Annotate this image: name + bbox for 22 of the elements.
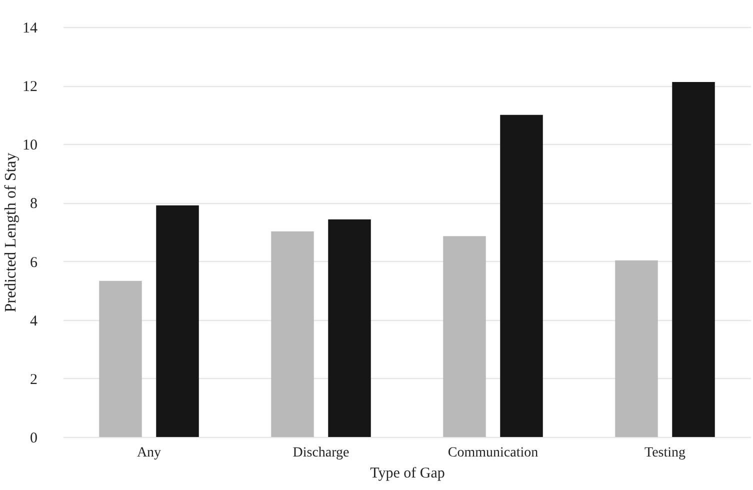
bar <box>672 82 715 437</box>
y-tick-label: 14 <box>22 20 38 36</box>
x-tick-label: Any <box>136 446 162 460</box>
x-tick-label: Discharge <box>292 446 350 460</box>
y-tick-label: 10 <box>22 138 38 154</box>
bar <box>271 231 314 437</box>
bar <box>615 260 658 437</box>
y-tick-label: 2 <box>30 372 38 388</box>
bar <box>156 205 199 437</box>
y-tick-label: 8 <box>30 196 38 212</box>
y-tick-label: 6 <box>30 254 38 271</box>
y-axis-title: Predicted Length of Stay <box>2 152 20 312</box>
x-axis-title: Type of Gap <box>370 466 445 482</box>
x-tick-label: Communication <box>448 446 538 460</box>
y-tick-label: 4 <box>30 313 38 330</box>
bar <box>99 280 142 437</box>
bar <box>500 114 543 437</box>
bar <box>328 219 371 437</box>
x-tick-label: Testing <box>644 446 686 460</box>
bar <box>443 236 486 437</box>
y-tick-label: 0 <box>30 430 38 446</box>
y-tick-label: 12 <box>22 79 38 96</box>
